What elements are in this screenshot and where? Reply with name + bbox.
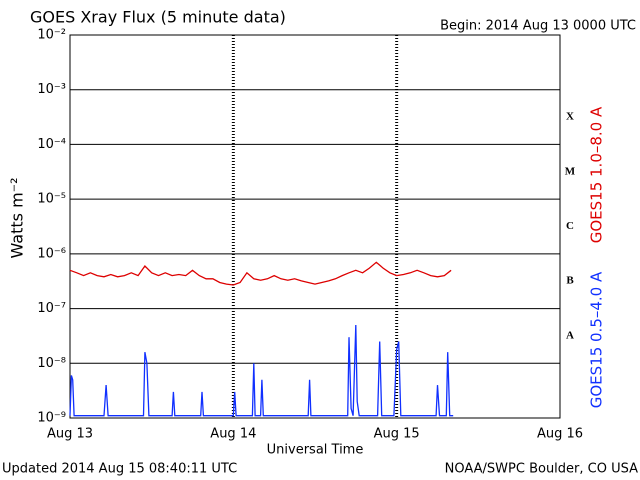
legend-label: GOES15 0.5–4.0 A bbox=[588, 271, 606, 408]
chart-title: GOES Xray Flux (5 minute data) bbox=[30, 8, 286, 27]
y-tick-label: 10⁻⁷ bbox=[37, 301, 66, 316]
y-tick-label: 10⁻⁵ bbox=[37, 192, 66, 207]
class-label: B bbox=[566, 275, 574, 287]
class-label: C bbox=[566, 220, 574, 232]
x-tick-label: Aug 15 bbox=[374, 427, 420, 442]
plot-frame bbox=[69, 34, 561, 419]
y-tick-label: 10⁻⁹ bbox=[37, 411, 66, 426]
legend-label: GOES15 1.0–8.0 A bbox=[588, 106, 606, 243]
footer-right: NOAA/SWPC Boulder, CO USA bbox=[445, 462, 638, 477]
series-line bbox=[69, 324, 454, 417]
y-tick-label: 10⁻³ bbox=[37, 82, 66, 97]
footer-left: Updated 2014 Aug 15 08:40:11 UTC bbox=[2, 462, 237, 477]
y-tick-label: 10⁻⁶ bbox=[37, 246, 66, 261]
x-axis-label: Universal Time bbox=[267, 443, 364, 458]
class-label: X bbox=[566, 111, 574, 123]
class-label: M bbox=[565, 165, 576, 177]
class-label: A bbox=[566, 329, 574, 341]
chart-subtitle: Begin: 2014 Aug 13 0000 UTC bbox=[440, 19, 636, 34]
x-tick-label: Aug 16 bbox=[537, 427, 583, 442]
y-tick-label: 10⁻⁴ bbox=[37, 137, 66, 152]
x-tick-label: Aug 13 bbox=[47, 427, 93, 442]
x-tick-label: Aug 14 bbox=[210, 427, 256, 442]
series-line bbox=[69, 261, 452, 286]
y-axis-label: Watts m⁻² bbox=[8, 177, 27, 258]
y-tick-label: 10⁻⁸ bbox=[37, 356, 66, 371]
y-tick-label: 10⁻² bbox=[37, 28, 66, 43]
